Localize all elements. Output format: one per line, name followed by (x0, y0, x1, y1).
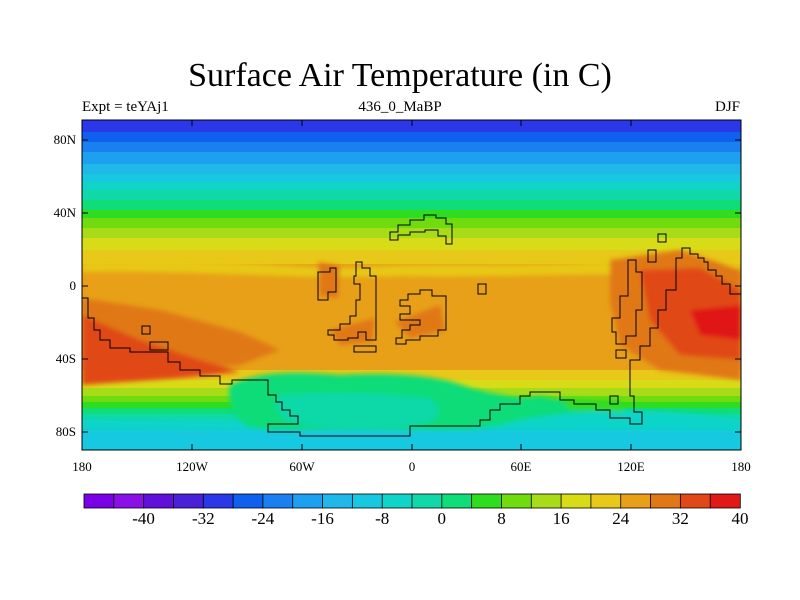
lon-tick-label: 60E (510, 459, 532, 474)
colorbar-swatch (351, 493, 383, 509)
colorbar-swatch (590, 493, 622, 509)
colorbar-label: -16 (311, 509, 334, 528)
period-label: 436_0_MaBP (358, 99, 442, 115)
colorbar-swatch (501, 493, 532, 509)
lat-tick-label: 40N (53, 205, 76, 220)
colorbar-swatch (262, 493, 294, 509)
colorbar-swatch (560, 493, 592, 509)
lat-tick-label: 40S (55, 351, 76, 366)
season-label: DJF (714, 99, 740, 115)
colorbar-label: 16 (552, 509, 570, 528)
colorbar-swatch (292, 493, 324, 509)
colorbar-swatch (113, 493, 145, 509)
colorbar-swatch (679, 493, 711, 509)
colorbar (83, 493, 741, 509)
colorbar-label: -8 (375, 509, 390, 528)
colorbar-swatch (441, 493, 473, 509)
map-title: Surface Air Temperature (in C) (188, 57, 612, 94)
lon-tick-label: 0 (408, 459, 416, 474)
colorbar-label: 32 (671, 509, 689, 528)
colorbar-label: 0 (437, 509, 447, 528)
lon-tick-label: 180 (72, 459, 92, 474)
colorbar-swatch (173, 493, 204, 509)
land-outlines (82, 214, 741, 437)
lon-tick-label: 60W (289, 459, 315, 474)
colorbar-swatch (709, 493, 741, 509)
temperature-field (82, 120, 741, 450)
lat-tick-label: 80N (53, 132, 76, 147)
lat-tick-label: 0 (69, 278, 77, 293)
colorbar-label: 8 (497, 509, 506, 528)
colorbar-swatch (471, 493, 503, 509)
colorbar-swatch (232, 493, 264, 509)
colorbar-swatch (322, 493, 354, 509)
colorbar-label: -24 (251, 509, 275, 528)
lon-tick-label: 120E (617, 459, 645, 474)
colorbar-swatch (411, 493, 443, 509)
colorbar-swatch (381, 493, 413, 509)
colorbar-label: 24 (612, 509, 630, 528)
experiment-label: Expt = teYAj1 (82, 99, 169, 115)
colorbar-label: 40 (731, 509, 749, 528)
colorbar-swatch (650, 493, 682, 509)
colorbar-swatch (530, 493, 562, 509)
lon-tick-label: 180 (731, 459, 751, 474)
lon-tick-label: 120W (176, 459, 208, 474)
colorbar-swatch (620, 493, 652, 509)
axis-ticks (82, 120, 741, 450)
colorbar-swatch (202, 493, 234, 509)
colorbar-swatch (143, 493, 175, 509)
colorbar-label: -40 (132, 509, 155, 528)
colorbar-label: -32 (191, 509, 215, 528)
lat-tick-label: 80S (55, 424, 76, 439)
colorbar-swatch (83, 493, 115, 509)
